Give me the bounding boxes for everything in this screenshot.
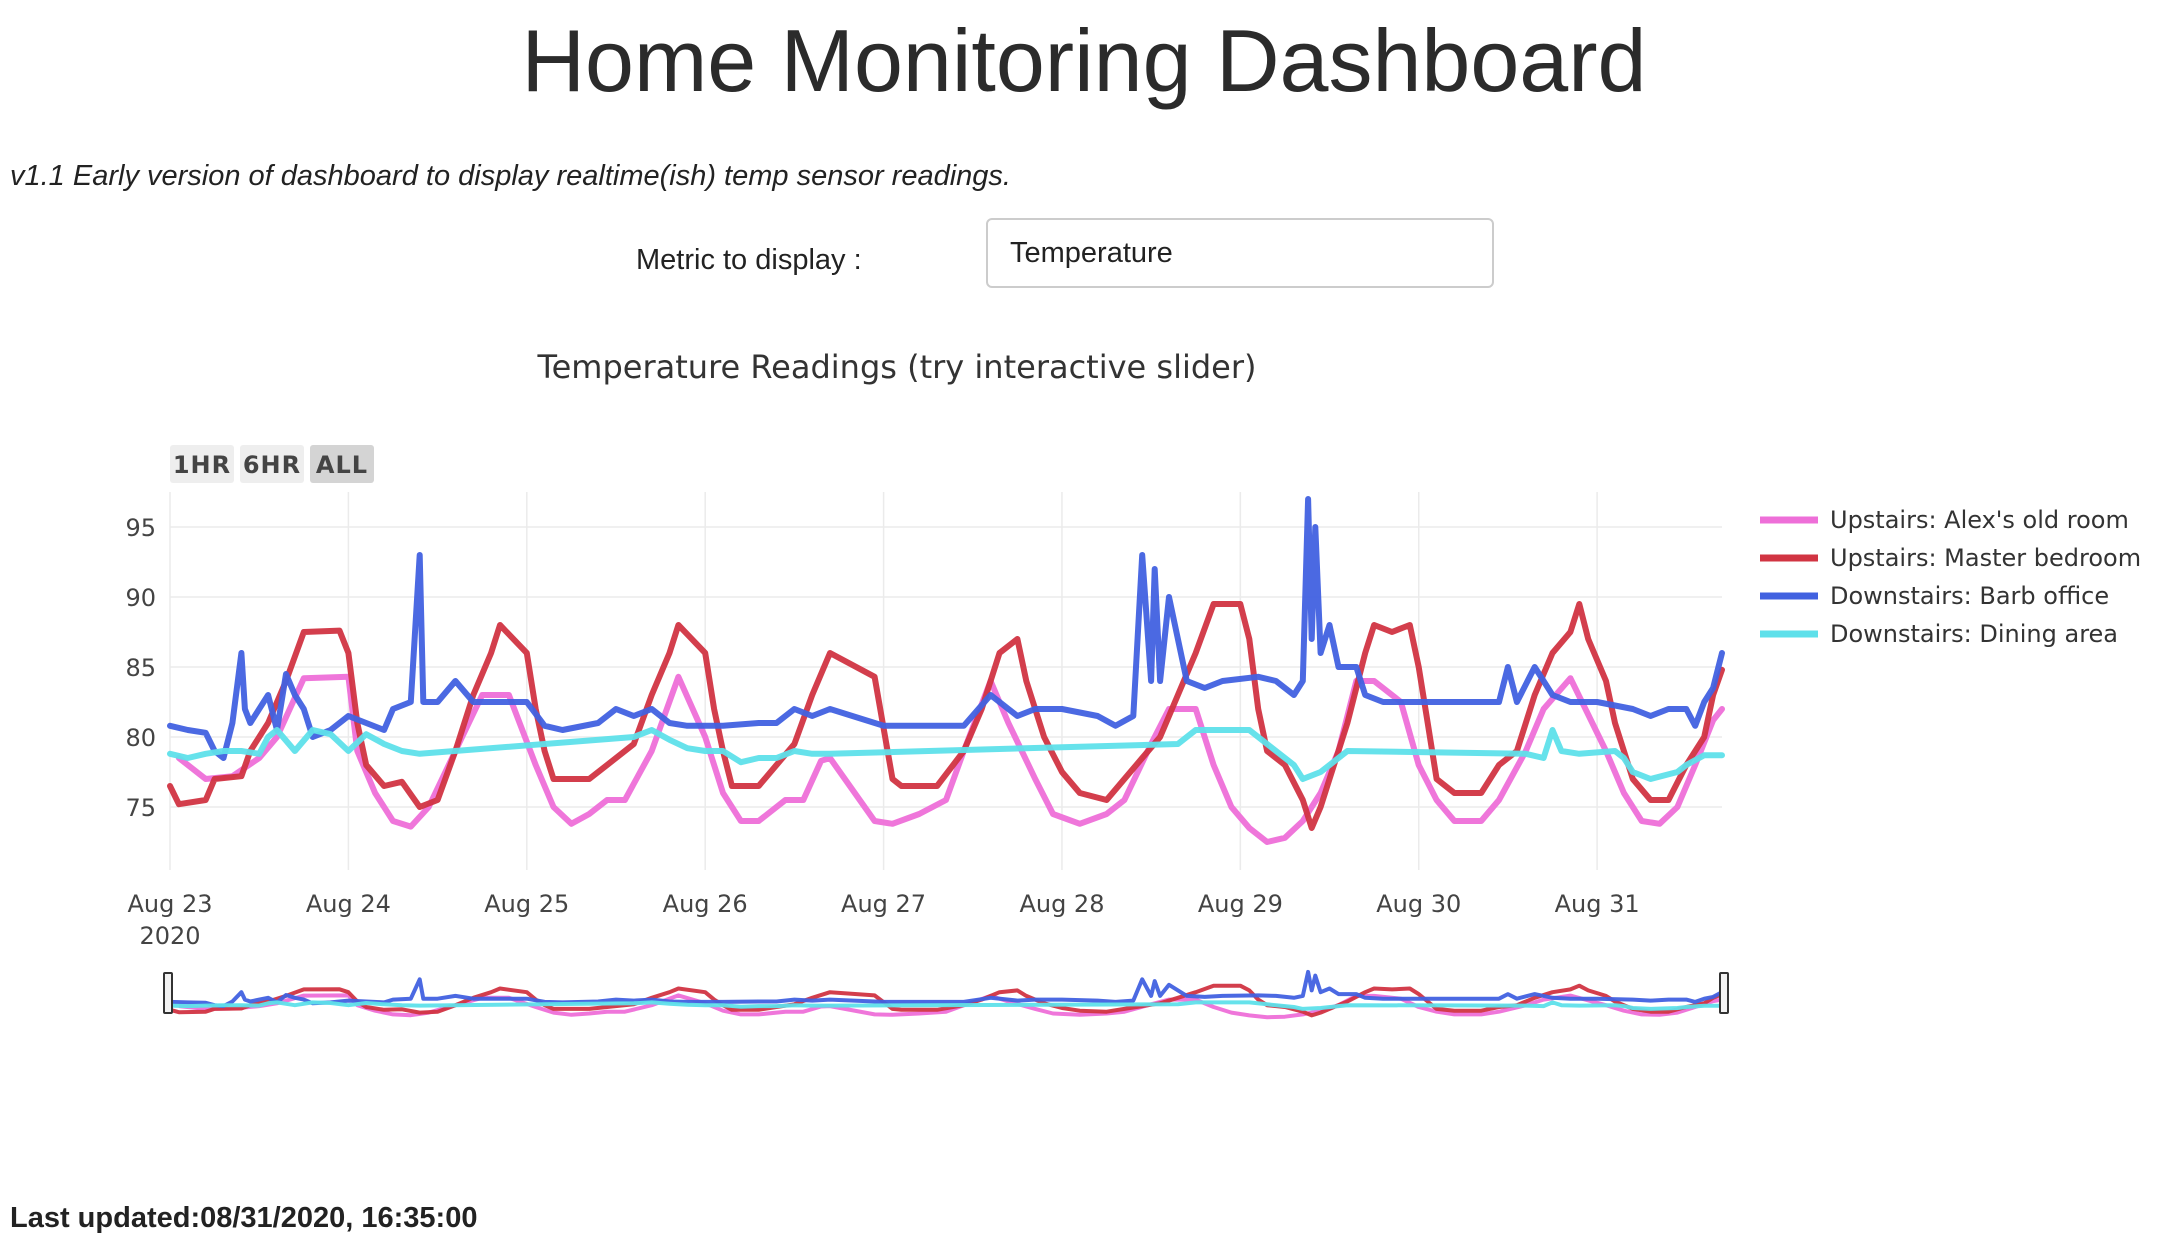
range-slider-right-handle[interactable] [1719, 972, 1729, 1014]
range-slider-left-handle[interactable] [163, 972, 173, 1014]
range-button-bg [310, 445, 374, 483]
range-button-label: 1HR [173, 451, 231, 479]
legend-label: Downstairs: Dining area [1830, 620, 2118, 648]
x-tick-label: Aug 26 [663, 890, 748, 918]
plot-area[interactable] [167, 496, 1725, 845]
range-slider-line-3 [169, 1000, 1722, 1011]
last-updated-text: Last updated:08/31/2020, 16:35:00 [10, 1202, 478, 1234]
legend-item[interactable]: Downstairs: Dining area [1760, 620, 2118, 648]
range-slider[interactable] [163, 969, 1729, 1020]
range-button-label: 6HR [243, 451, 301, 479]
x-tick-label: Aug 29 [1198, 890, 1283, 918]
series-line-2[interactable] [167, 496, 1725, 761]
chart-legend: Upstairs: Alex's old room Upstairs: Maste… [1760, 506, 2141, 648]
y-axis: 75 80 85 90 95 [125, 514, 156, 822]
x-tick-year-label: 2020 [139, 922, 200, 950]
range-button-bg [240, 445, 304, 483]
range-button-1hr[interactable]: 1HR [170, 445, 234, 483]
x-tick-label: Aug 23 [127, 890, 212, 918]
x-tick-label: Aug 28 [1019, 890, 1104, 918]
x-axis: Aug 23 2020 Aug 24 Aug 25 Aug 26 Aug 27 Aug 28… [127, 890, 1639, 950]
page-subtitle: v1.1 Early version of dashboard to displ… [10, 160, 1011, 192]
legend-item[interactable]: Downstairs: Barb office [1760, 582, 2109, 610]
range-button-all[interactable]: ALL [310, 445, 374, 483]
legend-label: Upstairs: Master bedroom [1830, 544, 2141, 572]
y-tick-label: 75 [125, 794, 156, 822]
series-line-1[interactable] [167, 601, 1725, 831]
y-tick-label: 90 [125, 584, 156, 612]
legend-label: Upstairs: Alex's old room [1830, 506, 2129, 534]
x-tick-label: Aug 25 [484, 890, 569, 918]
x-tick-label: Aug 30 [1376, 890, 1461, 918]
y-tick-label: 80 [125, 724, 156, 752]
x-tick-label: Aug 27 [841, 890, 926, 918]
legend-label: Downstairs: Barb office [1830, 582, 2109, 610]
range-button-bg [170, 445, 234, 483]
page-title: Home Monitoring Dashboard [521, 11, 1647, 110]
chart-title: Temperature Readings (try interactive sl… [537, 348, 1257, 386]
metric-dropdown[interactable]: Temperature [986, 218, 1494, 288]
x-tick-label: Aug 31 [1555, 890, 1640, 918]
series-line-3[interactable] [167, 727, 1725, 782]
range-button-6hr[interactable]: 6HR [240, 445, 304, 483]
temperature-chart: Temperature Readings (try interactive sl… [125, 348, 2141, 1020]
range-selector: 1HR 6HR ALL [170, 445, 374, 483]
metric-label: Metric to display : [636, 244, 862, 276]
legend-item[interactable]: Upstairs: Master bedroom [1760, 544, 2141, 572]
y-tick-label: 95 [125, 514, 156, 542]
range-button-label: ALL [316, 451, 368, 479]
x-tick-label: Aug 24 [306, 890, 391, 918]
metric-dropdown-value: Temperature [1010, 237, 1173, 269]
legend-item[interactable]: Upstairs: Alex's old room [1760, 506, 2129, 534]
y-tick-label: 85 [125, 654, 156, 682]
